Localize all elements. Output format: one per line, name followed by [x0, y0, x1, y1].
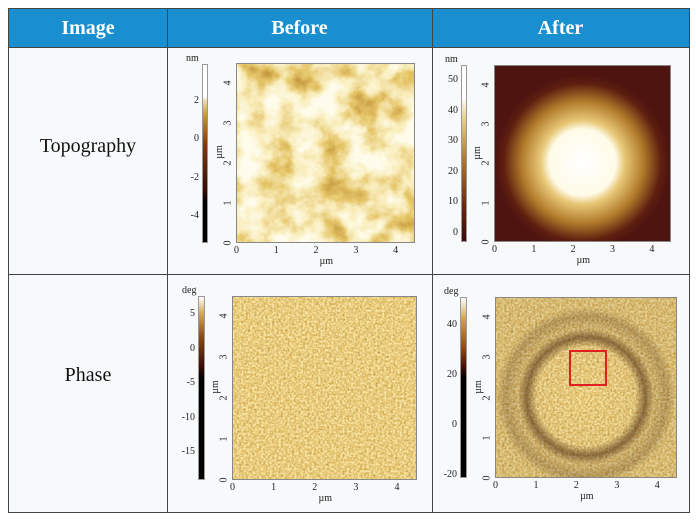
y-tick-label: 4 — [480, 82, 492, 88]
x-tick-label: 4 — [394, 482, 400, 493]
colorbar-tick-label: 20 — [448, 165, 458, 177]
afm-texture — [495, 66, 670, 241]
colorbar-tick-label: 40 — [447, 318, 457, 330]
x-axis-unit: µm — [580, 491, 594, 502]
x-tick-label: 0 — [234, 245, 239, 256]
colorbar — [202, 64, 208, 243]
y-tick-label: 3 — [481, 354, 493, 360]
colorbar-tick-label: -10 — [181, 411, 195, 423]
header-after: After — [432, 9, 689, 47]
afm-image — [494, 65, 671, 242]
x-tick-label: 1 — [533, 480, 539, 491]
colorbar-tick-label: 2 — [194, 94, 199, 106]
colorbar-unit: nm — [186, 53, 199, 64]
colorbar-tick-label: 0 — [190, 342, 195, 354]
colorbar-tick-label: 40 — [448, 104, 458, 116]
colorbar — [460, 297, 467, 478]
divider — [432, 9, 433, 512]
x-tick-label: 1 — [273, 245, 279, 256]
x-tick-label: 4 — [654, 480, 660, 491]
y-tick-label: 1 — [222, 200, 234, 206]
x-tick-label: 1 — [271, 482, 277, 493]
x-tick-label: 2 — [573, 480, 579, 491]
y-tick-label: 0 — [218, 477, 230, 483]
afm-image — [236, 63, 415, 243]
x-tick-label: 4 — [649, 244, 655, 255]
y-tick-label: 0 — [222, 240, 234, 246]
afm-image — [495, 297, 677, 478]
colorbar-tick-label: 10 — [448, 196, 458, 208]
colorbar-tick-label: 0 — [194, 133, 199, 145]
header-before: Before — [167, 9, 432, 47]
x-tick-label: 1 — [531, 244, 537, 255]
y-axis-unit: µm — [213, 145, 225, 159]
x-tick-label: 4 — [393, 245, 399, 256]
y-tick-label: 2 — [481, 395, 493, 401]
y-axis-unit: µm — [209, 380, 221, 394]
divider — [9, 274, 689, 275]
header-image: Image — [9, 9, 167, 47]
x-axis-unit: µm — [318, 493, 333, 504]
x-axis-unit: µm — [576, 255, 591, 266]
x-tick-label: 0 — [493, 480, 498, 491]
y-tick-label: 0 — [480, 239, 492, 245]
colorbar-tick-label: -4 — [190, 210, 199, 222]
colorbar-tick-label: -5 — [186, 377, 195, 389]
y-tick-label: 4 — [481, 314, 493, 320]
y-tick-label: 2 — [218, 395, 230, 401]
divider — [9, 47, 689, 48]
colorbar-tick-label: -15 — [181, 446, 195, 458]
colorbar-unit: nm — [445, 54, 458, 65]
colorbar-tick-label: 5 — [190, 307, 195, 319]
afm-image — [232, 296, 417, 480]
afm-texture — [233, 297, 416, 479]
colorbar-tick-label: 30 — [448, 135, 458, 147]
y-tick-label: 1 — [480, 200, 492, 206]
y-tick-label: 2 — [222, 160, 234, 166]
y-tick-label: 4 — [218, 313, 230, 319]
x-tick-label: 0 — [230, 482, 235, 493]
row-label-topography: Topography — [39, 135, 137, 157]
y-axis-unit: µm — [472, 379, 484, 394]
y-axis-unit: µm — [471, 145, 483, 160]
x-tick-label: 3 — [610, 244, 615, 255]
colorbar — [461, 65, 467, 242]
x-tick-label: 2 — [313, 245, 319, 256]
y-tick-label: 1 — [218, 436, 230, 442]
y-tick-label: 4 — [222, 80, 234, 86]
colorbar-tick-label: 20 — [447, 368, 457, 380]
afm-texture — [237, 64, 414, 242]
colorbar-tick-label: 0 — [453, 226, 458, 238]
y-tick-label: 1 — [481, 435, 493, 441]
highlight-box — [569, 350, 607, 386]
colorbar-unit: deg — [444, 286, 459, 297]
y-tick-label: 3 — [480, 121, 492, 127]
y-tick-label: 3 — [222, 120, 234, 126]
y-tick-label: 3 — [218, 354, 230, 360]
y-tick-label: 2 — [480, 160, 492, 166]
x-tick-label: 0 — [492, 244, 497, 255]
x-tick-label: 3 — [353, 482, 359, 493]
x-tick-label: 2 — [570, 244, 576, 255]
y-tick-label: 0 — [481, 475, 493, 481]
x-tick-label: 3 — [353, 245, 359, 256]
colorbar — [198, 296, 205, 480]
colorbar-tick-label: 50 — [448, 74, 458, 86]
x-tick-label: 3 — [614, 480, 620, 491]
colorbar-tick-label: -20 — [443, 469, 457, 481]
row-label-phase: Phase — [64, 364, 112, 386]
x-tick-label: 2 — [312, 482, 318, 493]
colorbar-tick-label: -2 — [190, 171, 199, 183]
colorbar-tick-label: 0 — [452, 419, 457, 431]
x-axis-unit: µm — [319, 256, 334, 267]
divider — [167, 9, 168, 512]
colorbar-unit: deg — [182, 285, 197, 296]
afm-texture — [496, 298, 676, 477]
